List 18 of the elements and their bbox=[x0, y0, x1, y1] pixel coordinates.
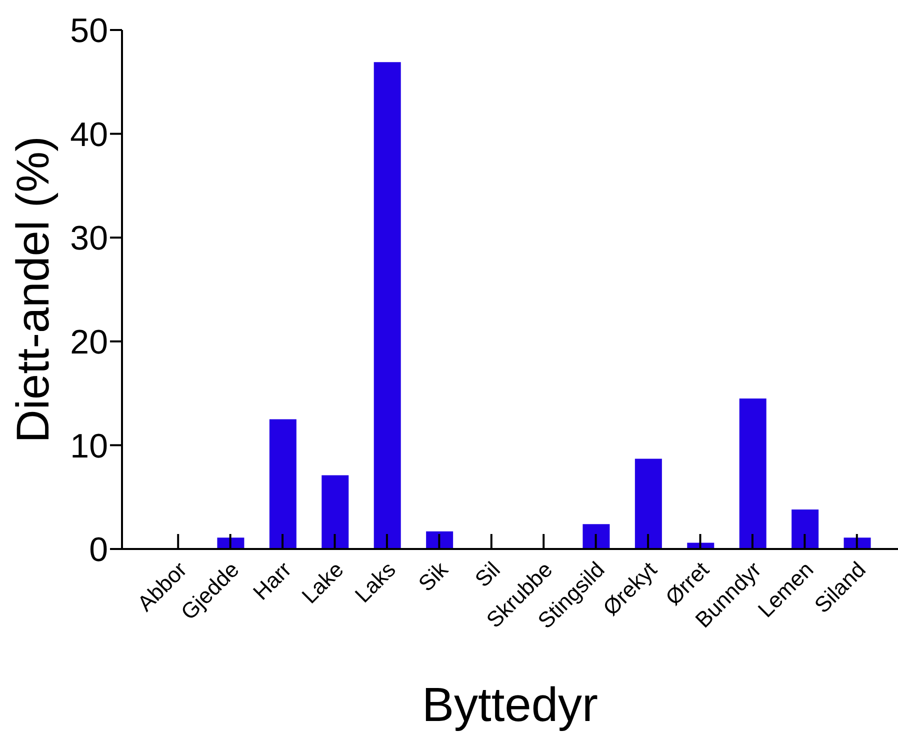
y-axis-title: Diett-andel (%) bbox=[6, 136, 58, 443]
y-tick-label: 50 bbox=[70, 12, 108, 50]
x-axis-title: Byttedyr bbox=[422, 679, 598, 732]
y-tick-label: 10 bbox=[70, 427, 108, 466]
y-tick-label: 40 bbox=[70, 116, 108, 154]
bar bbox=[269, 419, 296, 549]
y-tick-label: 0 bbox=[89, 531, 108, 570]
bar bbox=[634, 458, 662, 549]
y-tick-label: 30 bbox=[70, 220, 108, 258]
bar bbox=[739, 398, 766, 549]
x-tick-label: Harr bbox=[248, 556, 296, 605]
x-tick-label: Sik bbox=[413, 556, 454, 596]
y-tick-label: 20 bbox=[70, 323, 108, 362]
bar bbox=[374, 62, 401, 549]
bar bbox=[582, 524, 610, 549]
bar bbox=[792, 510, 819, 549]
bar bbox=[322, 475, 349, 549]
bar bbox=[426, 531, 454, 549]
